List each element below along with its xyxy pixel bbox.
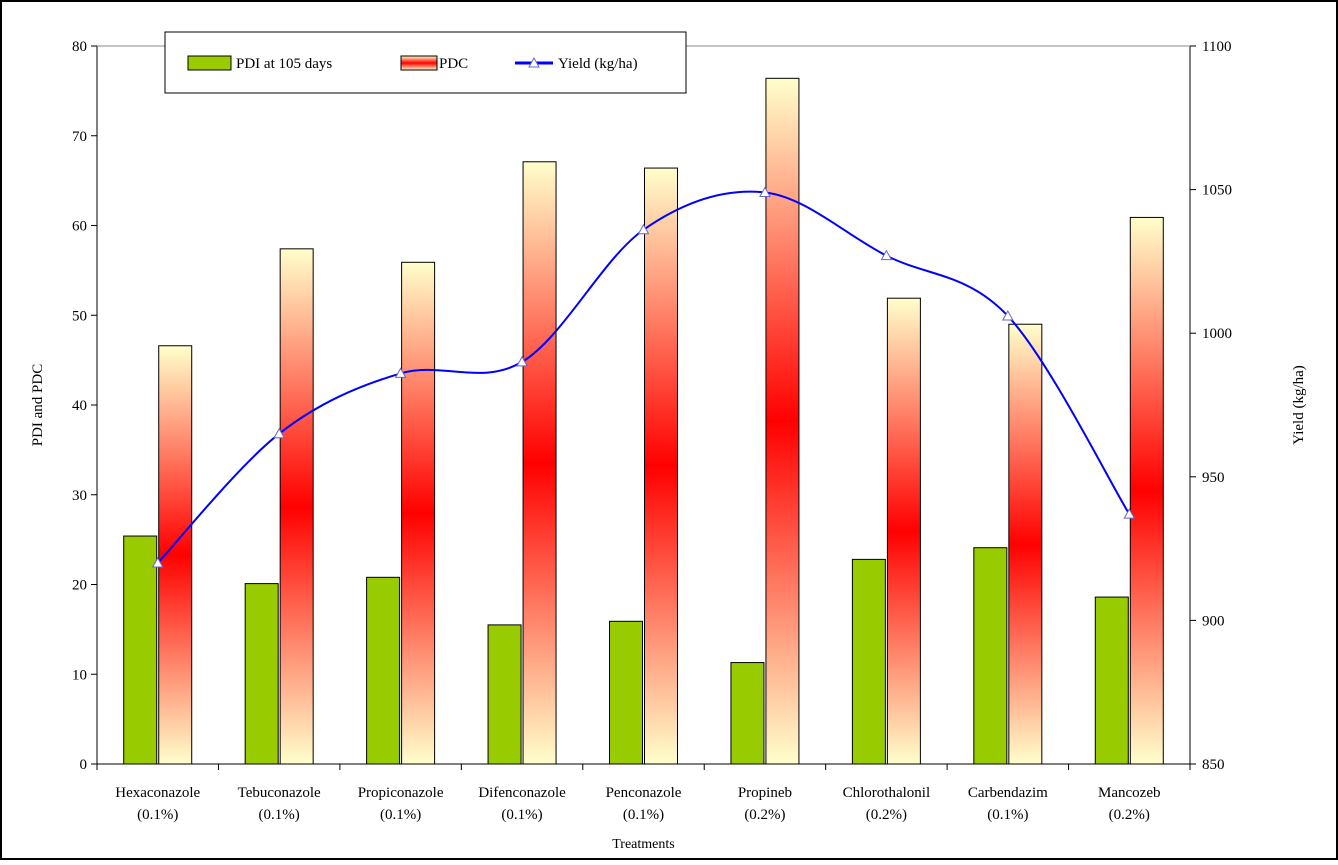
y-left-tick-label: 50: [72, 308, 87, 324]
y-right-tick-label: 850: [1202, 757, 1225, 773]
legend-label-yield: Yield (kg/ha): [558, 56, 638, 72]
legend-swatch-pdc: [400, 55, 438, 71]
legend-label-pdc: PDC: [439, 56, 468, 72]
yield-point: [516, 355, 528, 367]
bar-pdi: [123, 535, 158, 765]
legend-label-pdi: PDI at 105 days: [236, 56, 332, 72]
bar-pdc: [765, 77, 800, 765]
yield-point: [394, 367, 407, 378]
x-tick-label: Chlorothalonil: [843, 785, 931, 801]
y-left-tick-label: 30: [72, 488, 87, 504]
x-tick-label: Mancozeb: [1098, 785, 1160, 801]
x-tick-label: Difenconazole: [478, 785, 566, 801]
x-tick-label-sub: (0.1%): [987, 807, 1028, 823]
bar-pdi: [851, 558, 886, 765]
x-axis-title: Treatments: [612, 837, 674, 852]
bar-pdi: [609, 620, 643, 765]
x-tick-label: Hexaconazole: [115, 785, 200, 801]
bar-pdi: [244, 583, 279, 765]
yield-point: [759, 186, 771, 197]
yield-point: [273, 427, 286, 439]
bar-pdc: [522, 161, 557, 765]
yield-point: [151, 556, 164, 568]
bar-pdi: [973, 547, 1008, 765]
y-right-tick-label: 1050: [1202, 183, 1232, 199]
y-left-tick-label: 40: [72, 398, 87, 414]
yield-point: [880, 249, 893, 261]
x-tick-label-sub: (0.1%): [137, 807, 178, 823]
y-right-tick-label: 1000: [1202, 326, 1232, 342]
y-right-tick-label: 1100: [1202, 39, 1231, 55]
y-axis-title-left: PDI and PDC: [30, 364, 46, 447]
legend-swatch-pdi: [187, 55, 232, 71]
legend-marker-yield: [528, 56, 540, 68]
bar-pdc: [279, 248, 314, 765]
y-left-tick-label: 0: [80, 757, 88, 773]
x-tick-label: Penconazole: [606, 785, 682, 801]
x-tick-label-sub: (0.2%): [866, 807, 907, 823]
x-tick-label: Carbendazim: [968, 785, 1048, 801]
x-tick-label-sub: (0.1%): [380, 807, 421, 823]
bar-pdc: [1129, 216, 1164, 765]
bar-pdc: [644, 167, 678, 765]
yield-point: [1123, 508, 1136, 519]
yield-point: [637, 223, 650, 235]
bar-pdc: [886, 297, 921, 765]
x-tick-label-sub: (0.2%): [1109, 807, 1150, 823]
x-tick-label: Propiconazole: [358, 785, 444, 801]
x-tick-label-sub: (0.1%): [259, 807, 300, 823]
y-left-tick-label: 80: [72, 39, 87, 55]
x-tick-label-sub: (0.2%): [744, 807, 785, 823]
y-axis-title-right: Yield (kg/ha): [1291, 365, 1307, 445]
x-tick-label: Tebuconazole: [238, 785, 321, 801]
x-tick-label-sub: (0.1%): [623, 807, 664, 823]
yield-point: [1001, 309, 1014, 321]
x-tick-label-sub: (0.1%): [501, 807, 542, 823]
bar-pdi: [487, 624, 522, 765]
y-right-tick-label: 900: [1202, 613, 1225, 629]
y-left-tick-label: 60: [72, 219, 87, 235]
bar-pdc: [1008, 323, 1043, 765]
y-right-tick-label: 950: [1202, 470, 1225, 486]
y-left-tick-label: 20: [72, 578, 87, 594]
bar-pdi: [730, 662, 765, 765]
y-left-tick-label: 10: [72, 667, 87, 683]
x-tick-label: Propineb: [738, 785, 792, 801]
bar-pdi: [366, 576, 401, 765]
bar-pdc: [401, 261, 436, 765]
y-left-tick-label: 70: [72, 129, 87, 145]
bar-pdi: [1094, 596, 1129, 765]
